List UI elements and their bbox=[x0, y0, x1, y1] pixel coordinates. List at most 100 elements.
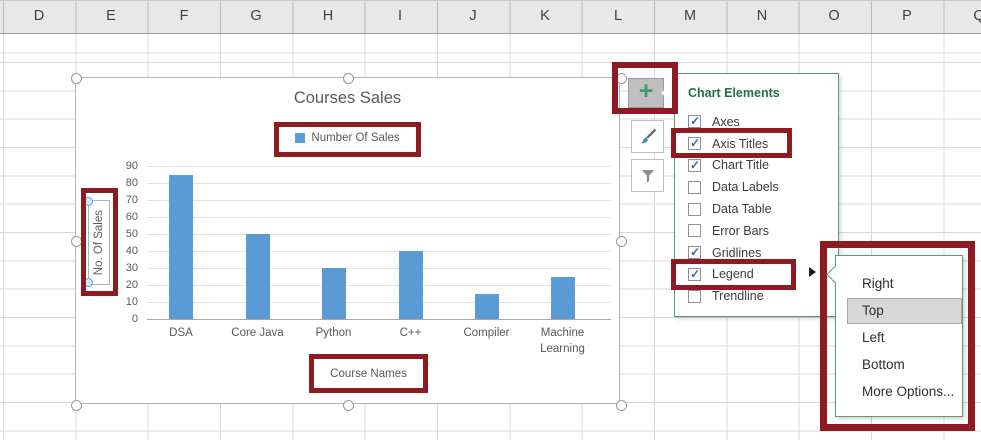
x-label-core-java: Core Java bbox=[231, 327, 284, 339]
y-tick-60: 60 bbox=[125, 211, 138, 223]
submenu-item-right[interactable]: Right bbox=[862, 276, 894, 291]
checkbox-item-data-table[interactable]: Data Table bbox=[675, 198, 838, 220]
x-axis-title: Course Names bbox=[314, 359, 423, 388]
bar-core-java[interactable] bbox=[245, 234, 270, 319]
checkbox[interactable] bbox=[688, 202, 701, 216]
chart-object[interactable]: Courses Sales Number Of Sales 90 80 70 6… bbox=[70, 72, 627, 411]
submenu-item-left[interactable]: Left bbox=[862, 330, 885, 345]
chart-resize-handle[interactable] bbox=[615, 399, 627, 411]
chart-filters-button[interactable] bbox=[631, 159, 664, 192]
chart-resize-handle[interactable] bbox=[343, 72, 354, 84]
chart-elements-panel-title: Chart Elements bbox=[688, 86, 780, 100]
bar-python[interactable] bbox=[321, 268, 346, 319]
chart-resize-handle[interactable] bbox=[615, 72, 627, 84]
column-header-H[interactable]: H bbox=[322, 8, 334, 24]
paintbrush-icon bbox=[641, 128, 656, 143]
x-label-machine-learning: Machine Learning bbox=[540, 327, 585, 355]
bar-dsa[interactable] bbox=[169, 174, 193, 319]
y-tick-0: 0 bbox=[131, 313, 138, 325]
chart-elements-button[interactable]: + bbox=[628, 78, 664, 108]
checkbox[interactable] bbox=[688, 224, 701, 238]
y-tick-50: 50 bbox=[125, 228, 138, 240]
y-tick-40: 40 bbox=[125, 245, 138, 257]
y-tick-20: 20 bbox=[125, 279, 138, 291]
checkbox-item-error-bars[interactable]: Error Bars bbox=[675, 220, 838, 242]
checkbox[interactable] bbox=[688, 180, 701, 194]
checkbox-item-chart-title[interactable]: Chart Title bbox=[675, 155, 838, 177]
x-label-python: Python bbox=[315, 327, 352, 339]
y-tick-70: 70 bbox=[125, 194, 138, 206]
plot-area bbox=[76, 78, 621, 319]
chart-resize-handle[interactable] bbox=[343, 399, 354, 411]
checkbox-item-gridlines[interactable]: Gridlines bbox=[675, 242, 838, 264]
bar-machine-learning[interactable] bbox=[550, 276, 575, 319]
y-tick-30: 30 bbox=[125, 262, 138, 274]
selection-handle[interactable] bbox=[84, 278, 93, 287]
column-header-Q[interactable]: Q bbox=[973, 8, 981, 24]
highlight-x-axis-title: Course Names bbox=[309, 354, 428, 393]
gridline bbox=[147, 251, 611, 252]
gridline bbox=[147, 234, 611, 235]
checkbox[interactable] bbox=[688, 289, 701, 303]
column-header-D[interactable]: D bbox=[33, 8, 45, 24]
x-label-compiler: Compiler bbox=[463, 327, 510, 339]
y-tick-90: 90 bbox=[125, 160, 138, 172]
chart-resize-handle[interactable] bbox=[70, 399, 82, 411]
chart-resize-handle[interactable] bbox=[70, 236, 82, 247]
x-axis-line bbox=[147, 319, 611, 320]
checkbox[interactable] bbox=[688, 136, 701, 151]
column-header-J[interactable]: J bbox=[469, 8, 477, 24]
column-header-N[interactable]: N bbox=[756, 8, 768, 24]
column-header-K[interactable]: K bbox=[540, 8, 550, 24]
chart-elements-list: Axes Axis Titles Chart Title Data Labels… bbox=[675, 111, 838, 307]
checkbox-item-axes[interactable]: Axes bbox=[675, 111, 838, 133]
legend-series-label: Number Of Sales bbox=[311, 132, 400, 144]
checkbox-item-legend[interactable]: Legend bbox=[675, 264, 838, 286]
submenu-item-more-options[interactable]: More Options... bbox=[862, 384, 955, 399]
x-label-dsa: DSA bbox=[169, 327, 193, 339]
column-header-O[interactable]: O bbox=[828, 8, 840, 24]
checkbox-item-data-labels[interactable]: Data Labels bbox=[675, 176, 838, 198]
submenu-item-bottom[interactable]: Bottom bbox=[862, 357, 905, 372]
chart-elements-panel: Chart Elements Axes Axis Titles Chart Ti… bbox=[674, 73, 839, 317]
bar-cpp[interactable] bbox=[398, 251, 423, 319]
chart-title[interactable]: Courses Sales bbox=[293, 89, 402, 107]
chart-styles-button[interactable] bbox=[631, 120, 664, 153]
column-header-P[interactable]: P bbox=[902, 8, 912, 24]
column-header-M[interactable]: M bbox=[683, 8, 697, 24]
column-header-I[interactable]: I bbox=[397, 8, 403, 24]
selection-handle[interactable] bbox=[84, 197, 93, 206]
gridline bbox=[147, 200, 611, 201]
flyout-notch bbox=[661, 85, 671, 101]
checkbox[interactable] bbox=[688, 245, 701, 260]
gridline bbox=[147, 268, 611, 269]
chart-legend[interactable]: Number Of Sales bbox=[76, 132, 619, 144]
checkbox-item-axis-titles[interactable]: Axis Titles bbox=[675, 133, 838, 155]
gridline bbox=[147, 183, 611, 184]
column-header-L[interactable]: L bbox=[613, 8, 623, 24]
funnel-icon bbox=[641, 169, 654, 182]
x-label-cpp: C++ bbox=[399, 327, 422, 339]
gridline bbox=[147, 217, 611, 218]
checkbox[interactable] bbox=[688, 158, 701, 172]
gridline bbox=[147, 302, 611, 303]
chart-resize-handle[interactable] bbox=[615, 236, 627, 247]
legend-flyout-arrow-icon[interactable] bbox=[809, 267, 816, 277]
bar-compiler[interactable] bbox=[474, 293, 499, 319]
legend-color-swatch bbox=[295, 133, 306, 143]
checkbox-item-trendline[interactable]: Trendline bbox=[675, 285, 838, 307]
chart-resize-handle[interactable] bbox=[70, 72, 82, 84]
column-header-F[interactable]: F bbox=[179, 8, 189, 24]
column-header-E[interactable]: E bbox=[106, 8, 116, 24]
column-header-G[interactable]: G bbox=[250, 8, 262, 24]
y-axis-title: No. Of Sales bbox=[93, 209, 105, 276]
y-axis-title-box[interactable]: No. Of Sales bbox=[88, 200, 110, 285]
legend-position-submenu: Right Top Left Bottom More Options... bbox=[835, 255, 963, 417]
gridline bbox=[147, 166, 611, 167]
checkbox[interactable] bbox=[688, 114, 701, 129]
y-tick-80: 80 bbox=[125, 177, 138, 189]
plus-icon: + bbox=[638, 77, 654, 105]
submenu-item-top[interactable]: Top bbox=[847, 298, 962, 324]
checkbox[interactable] bbox=[688, 267, 701, 281]
